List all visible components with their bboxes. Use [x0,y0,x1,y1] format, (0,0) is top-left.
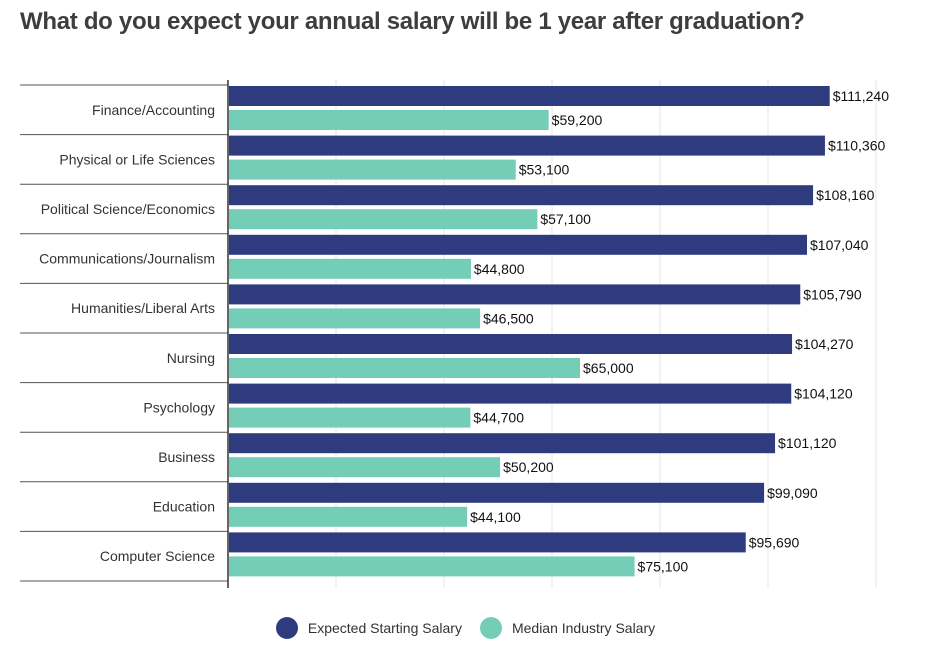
value-label: $108,160 [816,187,875,203]
category-label: Education [153,499,215,515]
value-label: $110,360 [828,138,886,154]
median-salary-bar [229,358,580,378]
value-label: $107,040 [810,237,869,253]
value-label: $101,120 [778,435,837,451]
median-salary-bar [229,308,481,329]
median-salary-bar [229,407,471,428]
value-label: $105,790 [803,286,862,302]
category-label: Political Science/Economics [41,201,215,217]
chart-title: What do you expect your annual salary wi… [20,8,805,35]
expected-salary-bar [229,532,746,553]
category-label: Communications/Journalism [39,251,215,267]
median-salary-bar [229,457,501,478]
expected-salary-bar [229,383,792,404]
median-salary-bar [229,209,538,230]
value-label: $99,090 [767,485,818,501]
labels: Finance/Accounting $111,240 $59,200 Physica… [39,88,889,574]
legend-item[interactable]: Expected Starting Salary [275,617,462,639]
category-separators [20,80,229,588]
value-label: $104,120 [794,386,853,402]
value-label: $104,270 [795,336,854,352]
median-salary-bar [229,110,549,130]
expected-salary-bar [229,334,793,354]
value-label: $57,100 [540,211,591,227]
median-salary-bar [229,506,468,527]
expected-salary-bar [229,86,830,106]
category-label: Nursing [167,350,215,366]
category-label: Psychology [143,399,215,415]
value-label: $75,100 [638,558,689,574]
legend-swatch [275,617,298,639]
value-label: $50,200 [503,459,554,475]
bar-chart: Finance/Accounting $111,240 $59,200 Physica… [20,80,889,588]
value-label: $59,200 [552,112,603,128]
bars [229,86,830,577]
value-label: $53,100 [519,162,570,178]
expected-salary-bar [229,135,825,156]
category-label: Computer Science [100,548,215,564]
value-label: $95,690 [749,534,800,550]
expected-salary-bar [229,284,801,305]
legend-label: Expected Starting Salary [307,620,462,636]
value-label: $44,100 [470,509,521,525]
legend-swatch [479,617,502,639]
category-label: Humanities/Liberal Arts [71,300,215,316]
legend-label: Median Industry Salary [511,620,656,636]
value-label: $65,000 [583,360,634,376]
value-label: $46,500 [483,310,534,326]
legend: Expected Starting Salary Median Industry … [0,617,931,639]
expected-salary-bar [229,433,776,454]
expected-salary-bar [229,185,814,206]
value-label: $111,240 [833,88,890,104]
expected-salary-bar [229,482,765,503]
value-label: $44,800 [474,261,525,277]
median-salary-bar [229,258,471,279]
category-label: Finance/Accounting [92,102,215,118]
median-salary-bar [229,159,516,180]
expected-salary-bar [229,234,808,255]
value-label: $44,700 [473,410,524,426]
category-label: Physical or Life Sciences [59,151,215,167]
category-label: Business [158,449,215,465]
legend-item[interactable]: Median Industry Salary [479,617,656,639]
median-salary-bar [229,556,635,577]
